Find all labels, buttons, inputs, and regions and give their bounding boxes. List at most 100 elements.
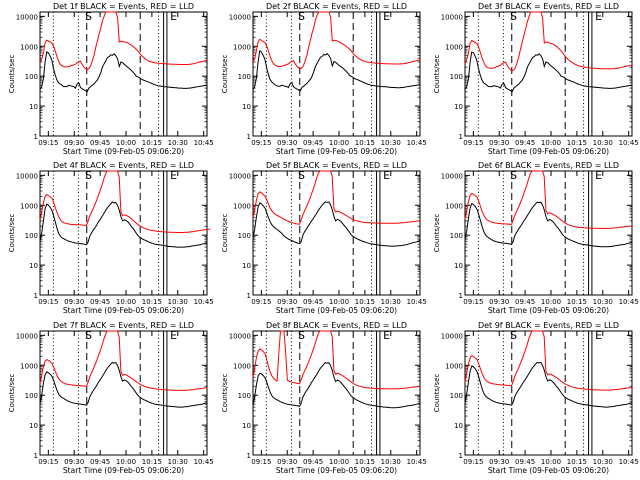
events-series-line [252, 50, 421, 92]
y-tick-label: 100 [238, 232, 251, 240]
x-tick-label: 10:45 [407, 298, 427, 306]
plot-frame [464, 11, 633, 137]
x-tick-label: 10:45 [407, 458, 427, 466]
lld-series-line [252, 330, 421, 390]
plot-frame [252, 11, 421, 137]
x-tick-label: 10:45 [619, 139, 639, 147]
events-series-line [252, 362, 421, 409]
x-tick-label: 10:45 [619, 298, 639, 306]
marker-e: E [170, 329, 177, 342]
lld-series-line [39, 330, 208, 391]
x-tick-label: 10:30 [381, 298, 401, 306]
x-tick-label: 09:30 [489, 139, 509, 147]
x-tick-label: 09:30 [64, 139, 84, 147]
det-panel-5: Det 5f BLACK = Events, RED = LLD 1 10 100 10… [221, 161, 427, 315]
panel-title: Det 8f BLACK = Events, RED = LLD [266, 321, 407, 330]
x-axis-label: Start Time (09-Feb-05 09:06:20) [63, 306, 184, 315]
y-axis-label: Counts/sec [8, 55, 16, 94]
y-axis-label: Counts/sec [221, 374, 229, 413]
x-tick-label: 09:30 [277, 139, 297, 147]
panel-title: Det 2f BLACK = Events, RED = LLD [266, 2, 407, 11]
x-tick-label: 09:45 [303, 139, 323, 147]
y-tick-label: 1 [34, 133, 38, 141]
y-axis-label: Counts/sec [221, 214, 229, 253]
events-series-line [39, 361, 208, 408]
panel-title: Det 3f BLACK = Events, RED = LLD [478, 2, 619, 11]
x-tick-label: 09:30 [277, 298, 297, 306]
x-tick-label: 10:15 [567, 458, 587, 466]
lld-series-line [39, 170, 211, 233]
panel-title: Det 1f BLACK = Events, RED = LLD [53, 2, 194, 11]
marker-e: E [170, 10, 177, 23]
x-tick-label: 10:00 [116, 298, 136, 306]
x-tick-label: 10:00 [329, 458, 349, 466]
y-axis-label: Counts/sec [433, 55, 441, 94]
x-tick-label: 09:45 [90, 139, 110, 147]
y-tick-label: 1 [459, 452, 463, 460]
y-tick-label: 1000 [20, 362, 38, 370]
x-tick-label: 10:00 [116, 139, 136, 147]
x-tick-label: 10:15 [355, 458, 375, 466]
x-tick-label: 10:45 [194, 139, 214, 147]
x-tick-label: 10:00 [329, 298, 349, 306]
x-tick-label: 10:00 [116, 458, 136, 466]
marker-s: S [85, 169, 92, 182]
y-tick-label: 10000 [229, 332, 251, 340]
x-tick-label: 10:00 [329, 139, 349, 147]
x-tick-label: 10:15 [142, 298, 162, 306]
x-tick-label: 10:00 [541, 139, 561, 147]
y-axis-label: Counts/sec [8, 374, 16, 413]
x-tick-label: 09:15 [463, 139, 483, 147]
x-tick-label: 10:30 [593, 458, 613, 466]
y-tick-label: 10 [242, 422, 251, 430]
y-tick-label: 10000 [229, 172, 251, 180]
x-axis-label: Start Time (09-Feb-05 09:06:20) [488, 306, 609, 315]
panel-title: Det 7f BLACK = Events, RED = LLD [53, 321, 194, 330]
y-tick-label: 10000 [16, 13, 38, 21]
x-tick-label: 09:30 [277, 458, 297, 466]
y-axis-label: Counts/sec [433, 214, 441, 253]
y-axis-label: Counts/sec [433, 374, 441, 413]
x-tick-label: 10:30 [593, 298, 613, 306]
x-axis-label: Start Time (09-Feb-05 09:06:20) [488, 466, 609, 475]
x-tick-label: 09:45 [303, 458, 323, 466]
events-series-line [464, 361, 633, 408]
y-tick-label: 10 [29, 103, 38, 111]
det-panel-9: Det 9f BLACK = Events, RED = LLD 1 10 100 10… [433, 321, 639, 475]
lld-series-line [39, 11, 208, 71]
marker-s: S [298, 169, 305, 182]
x-tick-label: 10:45 [407, 139, 427, 147]
x-tick-label: 09:15 [251, 458, 271, 466]
events-series-line [464, 201, 633, 248]
x-tick-label: 10:45 [194, 298, 214, 306]
x-axis-label: Start Time (09-Feb-05 09:06:20) [276, 466, 397, 475]
x-tick-label: 10:30 [168, 458, 188, 466]
y-tick-label: 1000 [233, 43, 251, 51]
y-tick-label: 1 [459, 292, 463, 300]
x-tick-label: 09:45 [515, 458, 535, 466]
x-tick-label: 09:30 [64, 458, 84, 466]
marker-e: E [383, 329, 390, 342]
x-tick-label: 09:45 [90, 458, 110, 466]
x-axis-label: Start Time (09-Feb-05 09:06:20) [276, 306, 397, 315]
x-tick-label: 10:15 [355, 298, 375, 306]
y-tick-label: 1 [247, 133, 251, 141]
y-tick-label: 1000 [445, 43, 463, 51]
y-tick-label: 1 [247, 292, 251, 300]
x-tick-label: 10:00 [541, 458, 561, 466]
y-tick-label: 10 [242, 103, 251, 111]
plot-frame [252, 170, 421, 296]
plot-frame [39, 330, 208, 456]
marker-s: S [510, 10, 517, 23]
marker-s: S [298, 10, 305, 23]
panel-title: Det 5f BLACK = Events, RED = LLD [266, 161, 407, 170]
x-tick-label: 09:30 [489, 458, 509, 466]
det-panel-3: Det 3f BLACK = Events, RED = LLD 1 10 100 10… [433, 2, 639, 156]
marker-s: S [85, 329, 92, 342]
events-series-line [39, 51, 208, 93]
y-tick-label: 10000 [441, 332, 463, 340]
panel-title: Det 6f BLACK = Events, RED = LLD [478, 161, 619, 170]
y-axis-label: Counts/sec [8, 214, 16, 253]
det-panel-2: Det 2f BLACK = Events, RED = LLD 1 10 100 10… [221, 2, 427, 156]
